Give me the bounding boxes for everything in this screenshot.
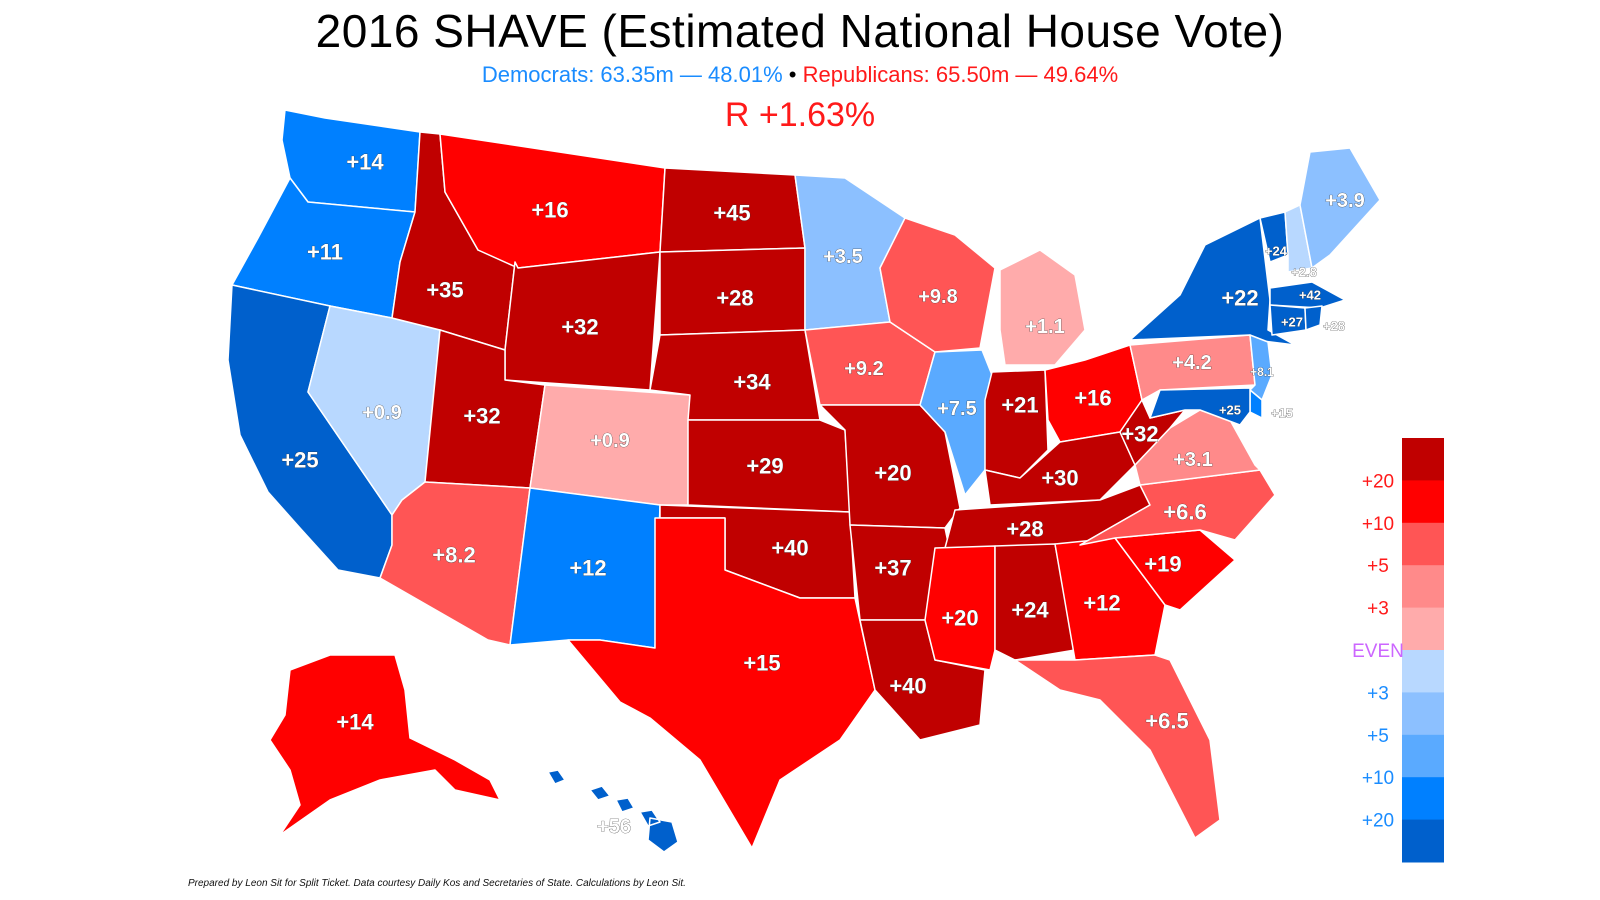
state-label-ny: +22	[1221, 286, 1258, 311]
state-label-ak: +14	[336, 710, 374, 735]
state-label-mo: +20	[874, 461, 911, 486]
state-label-or: +11	[307, 240, 343, 265]
state-label-nh: +2.8	[1291, 265, 1317, 280]
state-label-oh: +16	[1074, 386, 1111, 411]
state-label-nc: +6.6	[1163, 500, 1206, 525]
state-label-ct: +27	[1281, 315, 1303, 330]
legend-swatch	[1402, 650, 1444, 693]
state-label-pa: +4.2	[1172, 352, 1211, 374]
state-label-nm: +12	[569, 556, 606, 581]
state-mi	[999, 249, 1086, 366]
state-label-ks: +29	[746, 454, 783, 479]
legend-tick-label: +3	[1367, 683, 1389, 704]
map-title: 2016 SHAVE (Estimated National House Vot…	[315, 5, 1285, 57]
legend-tick-label: +20	[1362, 471, 1394, 492]
state-label-wi: +9.8	[918, 286, 957, 308]
state-label-mt: +16	[531, 198, 568, 223]
state-label-mn: +3.5	[823, 246, 862, 268]
state-label-ok: +40	[771, 536, 808, 561]
legend-swatch	[1402, 692, 1444, 736]
state-label-vt: +24	[1265, 244, 1288, 259]
legend-tick-label: +5	[1367, 726, 1389, 747]
state-label-ga: +12	[1083, 591, 1120, 616]
legend-swatch	[1402, 734, 1444, 778]
state-label-ms: +20	[941, 606, 978, 631]
state-label-ky: +30	[1041, 466, 1078, 491]
state-label-va: +3.1	[1173, 449, 1212, 471]
state-label-co: +0.9	[590, 430, 629, 452]
color-legend: +20 +10 +5 +3 EVEN +3 +5 +10 +20	[1352, 438, 1444, 863]
legend-swatch	[1402, 777, 1444, 821]
state-ri	[1304, 305, 1323, 331]
state-label-mi: +1.1	[1025, 316, 1064, 338]
state-wi	[879, 217, 996, 353]
state-label-wy: +32	[561, 315, 598, 340]
state-label-al: +24	[1011, 598, 1049, 623]
national-margin: R +1.63%	[724, 96, 876, 134]
state-label-ma: +42	[1299, 288, 1321, 303]
state-fl	[1014, 654, 1221, 839]
state-label-ri: +28	[1323, 319, 1345, 334]
state-label-nj: +8.1	[1250, 365, 1274, 379]
state-label-az: +8.2	[432, 543, 475, 568]
state-label-me: +3.9	[1325, 190, 1364, 212]
legend-tick-label: +3	[1367, 599, 1389, 620]
state-label-ar: +37	[874, 556, 911, 581]
legend-tick-label: +10	[1362, 768, 1394, 789]
state-al	[994, 543, 1076, 661]
state-label-sd: +28	[716, 286, 753, 311]
legend-swatch	[1402, 607, 1444, 651]
legend-swatch	[1402, 438, 1444, 481]
rep-total: Republicans: 65.50m — 49.64%	[802, 62, 1119, 87]
state-label-de: +15	[1271, 406, 1293, 421]
state-il	[919, 349, 993, 496]
state-ma	[1269, 281, 1346, 309]
state-me	[1299, 147, 1381, 269]
state-label-id: +35	[426, 278, 463, 303]
state-label-hi: +56	[597, 816, 631, 838]
state-label-md: +25	[1219, 403, 1241, 418]
legend-swatch	[1402, 819, 1444, 863]
state-label-sc: +19	[1144, 552, 1181, 577]
state-md	[1149, 387, 1251, 426]
state-label-ia: +9.2	[844, 358, 883, 380]
state-label-nv: +0.9	[362, 402, 401, 424]
state-label-in: +21	[1001, 393, 1038, 418]
state-label-la: +40	[889, 674, 926, 699]
legend-tick-label: +5	[1367, 556, 1389, 577]
dem-total: Democrats: 63.35m — 48.01%	[481, 62, 783, 87]
legend-swatch	[1402, 522, 1444, 566]
legend-tick-label: +10	[1362, 514, 1394, 535]
state-label-ne: +34	[733, 370, 771, 395]
legend-swatch	[1402, 480, 1444, 524]
state-nh	[1284, 204, 1313, 273]
state-label-il: +7.5	[937, 398, 976, 420]
credit-line: Prepared by Leon Sit for Split Ticket. D…	[188, 878, 686, 889]
state-hi	[547, 769, 679, 853]
state-label-fl: +6.5	[1145, 709, 1188, 734]
state-pa	[1129, 334, 1256, 401]
state-label-wv: +32	[1121, 422, 1158, 447]
separator-dot: •	[788, 62, 797, 87]
state-ak	[269, 654, 501, 836]
state-label-tx: +15	[743, 651, 780, 676]
state-label-tn: +28	[1006, 517, 1043, 542]
state-label-wa: +14	[346, 150, 384, 175]
legend-swatch	[1402, 565, 1444, 609]
state-label-ca: +25	[281, 448, 318, 473]
legend-tick-label: EVEN	[1352, 641, 1404, 662]
state-label-ut: +32	[463, 404, 500, 429]
state-label-nd: +45	[713, 201, 750, 226]
legend-tick-label: +20	[1362, 811, 1394, 832]
state-tx	[567, 517, 876, 849]
vote-totals: Democrats: 63.35m — 48.01% • Republicans…	[0, 62, 1600, 88]
